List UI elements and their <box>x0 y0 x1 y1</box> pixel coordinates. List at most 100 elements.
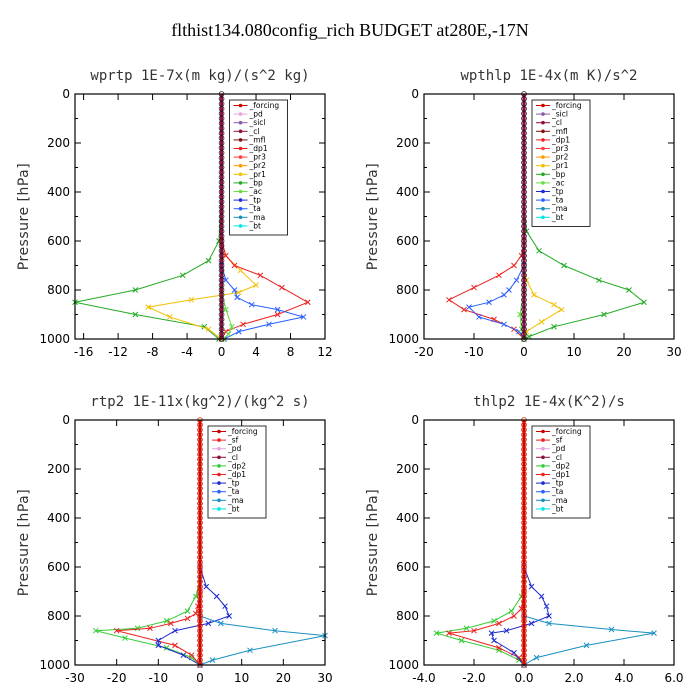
series-line <box>155 420 233 668</box>
panel-title: rtp2 1E-11x(kg^2)/(kg^2 s) <box>90 394 309 410</box>
legend-marker <box>541 163 545 168</box>
data-point <box>526 333 532 340</box>
legend-entry: _ta <box>551 196 563 205</box>
y-tick-label: 0 <box>411 87 419 101</box>
legend-entry: _pr1 <box>249 170 267 179</box>
data-point <box>496 644 502 651</box>
data-point <box>601 311 607 318</box>
legend-entry: _cl <box>249 127 260 136</box>
data-point <box>92 627 99 634</box>
data-point <box>583 642 590 649</box>
x-tick-label: 30 <box>666 345 681 359</box>
legend-box <box>531 425 591 519</box>
series-path <box>199 420 326 666</box>
x-tick-label: 0 <box>196 671 204 685</box>
series-path <box>74 94 223 340</box>
legend-marker <box>541 429 545 434</box>
y-tick-label: 1000 <box>39 658 70 672</box>
data-point <box>145 304 152 311</box>
legend-entry: _sf <box>551 436 563 445</box>
x-tick-label: 30 <box>317 671 332 685</box>
legend-marker <box>238 198 243 202</box>
x-tick-label: -4.0 <box>412 671 435 685</box>
legend-entry: _tp <box>227 479 240 488</box>
plot-frame <box>423 93 675 340</box>
legend-entry: _ta <box>227 487 239 496</box>
legend-marker <box>541 489 545 494</box>
data-point <box>433 630 440 637</box>
data-point <box>463 625 470 632</box>
legend-marker <box>217 455 221 460</box>
x-tick-label: -30 <box>65 671 85 685</box>
x-tick-label: 20 <box>276 671 291 685</box>
x-tick-label: 0 <box>520 345 528 359</box>
data-point <box>561 262 567 269</box>
legend-marker <box>217 489 221 494</box>
data-point <box>458 637 465 644</box>
data-point <box>163 618 170 624</box>
legend-entry: _bp <box>551 170 566 179</box>
figure-title: flthist134.080config_rich BUDGET at280E,… <box>171 20 529 40</box>
x-tick-label: -4 <box>181 345 193 359</box>
legend-marker <box>541 138 545 142</box>
legend-entry: _cl <box>227 453 238 462</box>
data-point <box>132 287 139 293</box>
legend-marker <box>541 103 545 108</box>
panel-4: thlp2 1E-4x(K^2)/s Pressure [hPa] 0 200 400 6… <box>365 394 684 685</box>
legend: _forcing_sf_pd_cl_dp2_dp1_tp_ta_ma_bt <box>531 425 591 519</box>
x-tick-label: 6.0 <box>664 671 683 685</box>
data-point <box>300 314 307 320</box>
legend-entry: _bp <box>249 178 264 187</box>
x-tick-label: -16 <box>74 345 94 359</box>
legend-entry: _mfl <box>551 127 568 136</box>
legend-entry: _sicl <box>249 118 266 127</box>
data-point <box>461 306 467 313</box>
data-point <box>558 306 565 313</box>
x-tick-label: 12 <box>317 345 332 359</box>
data-point <box>513 277 520 284</box>
y-tick-label: 600 <box>47 234 70 248</box>
data-point <box>651 630 657 637</box>
data-point <box>511 649 517 656</box>
data-point <box>172 627 178 634</box>
legend-entry: _forcing <box>551 427 582 436</box>
y-axis-label: Pressure [hPa] <box>365 163 381 270</box>
legend-entry: _pd <box>249 110 264 119</box>
series-path <box>523 420 655 666</box>
data-point <box>517 311 523 318</box>
series-line <box>72 94 223 342</box>
x-tick-label: -12 <box>108 345 128 359</box>
panel-title: wpthlp 1E-4x(m K)/s^2 <box>460 68 637 84</box>
data-point <box>608 626 615 633</box>
x-tick-label: 4.0 <box>614 671 633 685</box>
data-point <box>205 326 212 333</box>
data-point <box>231 262 238 269</box>
legend-entry: _dp1 <box>551 135 570 144</box>
legend-marker <box>238 146 243 151</box>
data-point <box>528 583 535 590</box>
data-point <box>235 328 242 335</box>
y-tick-label: 0 <box>62 413 70 427</box>
legend-entry: _ta <box>551 487 563 496</box>
data-point <box>506 287 512 293</box>
data-point <box>179 272 186 279</box>
data-point <box>491 637 497 644</box>
legend-marker <box>541 206 545 211</box>
data-point <box>546 613 552 619</box>
legend-marker <box>238 163 243 168</box>
plot-frame <box>423 419 675 666</box>
legend-entry: _forcing <box>249 101 280 110</box>
data-point <box>167 620 174 627</box>
series-path <box>157 420 230 666</box>
x-tick-label: -8 <box>147 345 159 359</box>
legend-marker <box>217 429 221 434</box>
legend-entry: _pd <box>551 444 566 453</box>
data-point <box>213 593 220 600</box>
y-tick-label: 200 <box>396 462 419 476</box>
legend-marker <box>238 112 243 116</box>
data-point <box>188 296 195 303</box>
y-axis-label: Pressure [hPa] <box>365 489 381 596</box>
y-tick-label: 400 <box>47 511 70 525</box>
